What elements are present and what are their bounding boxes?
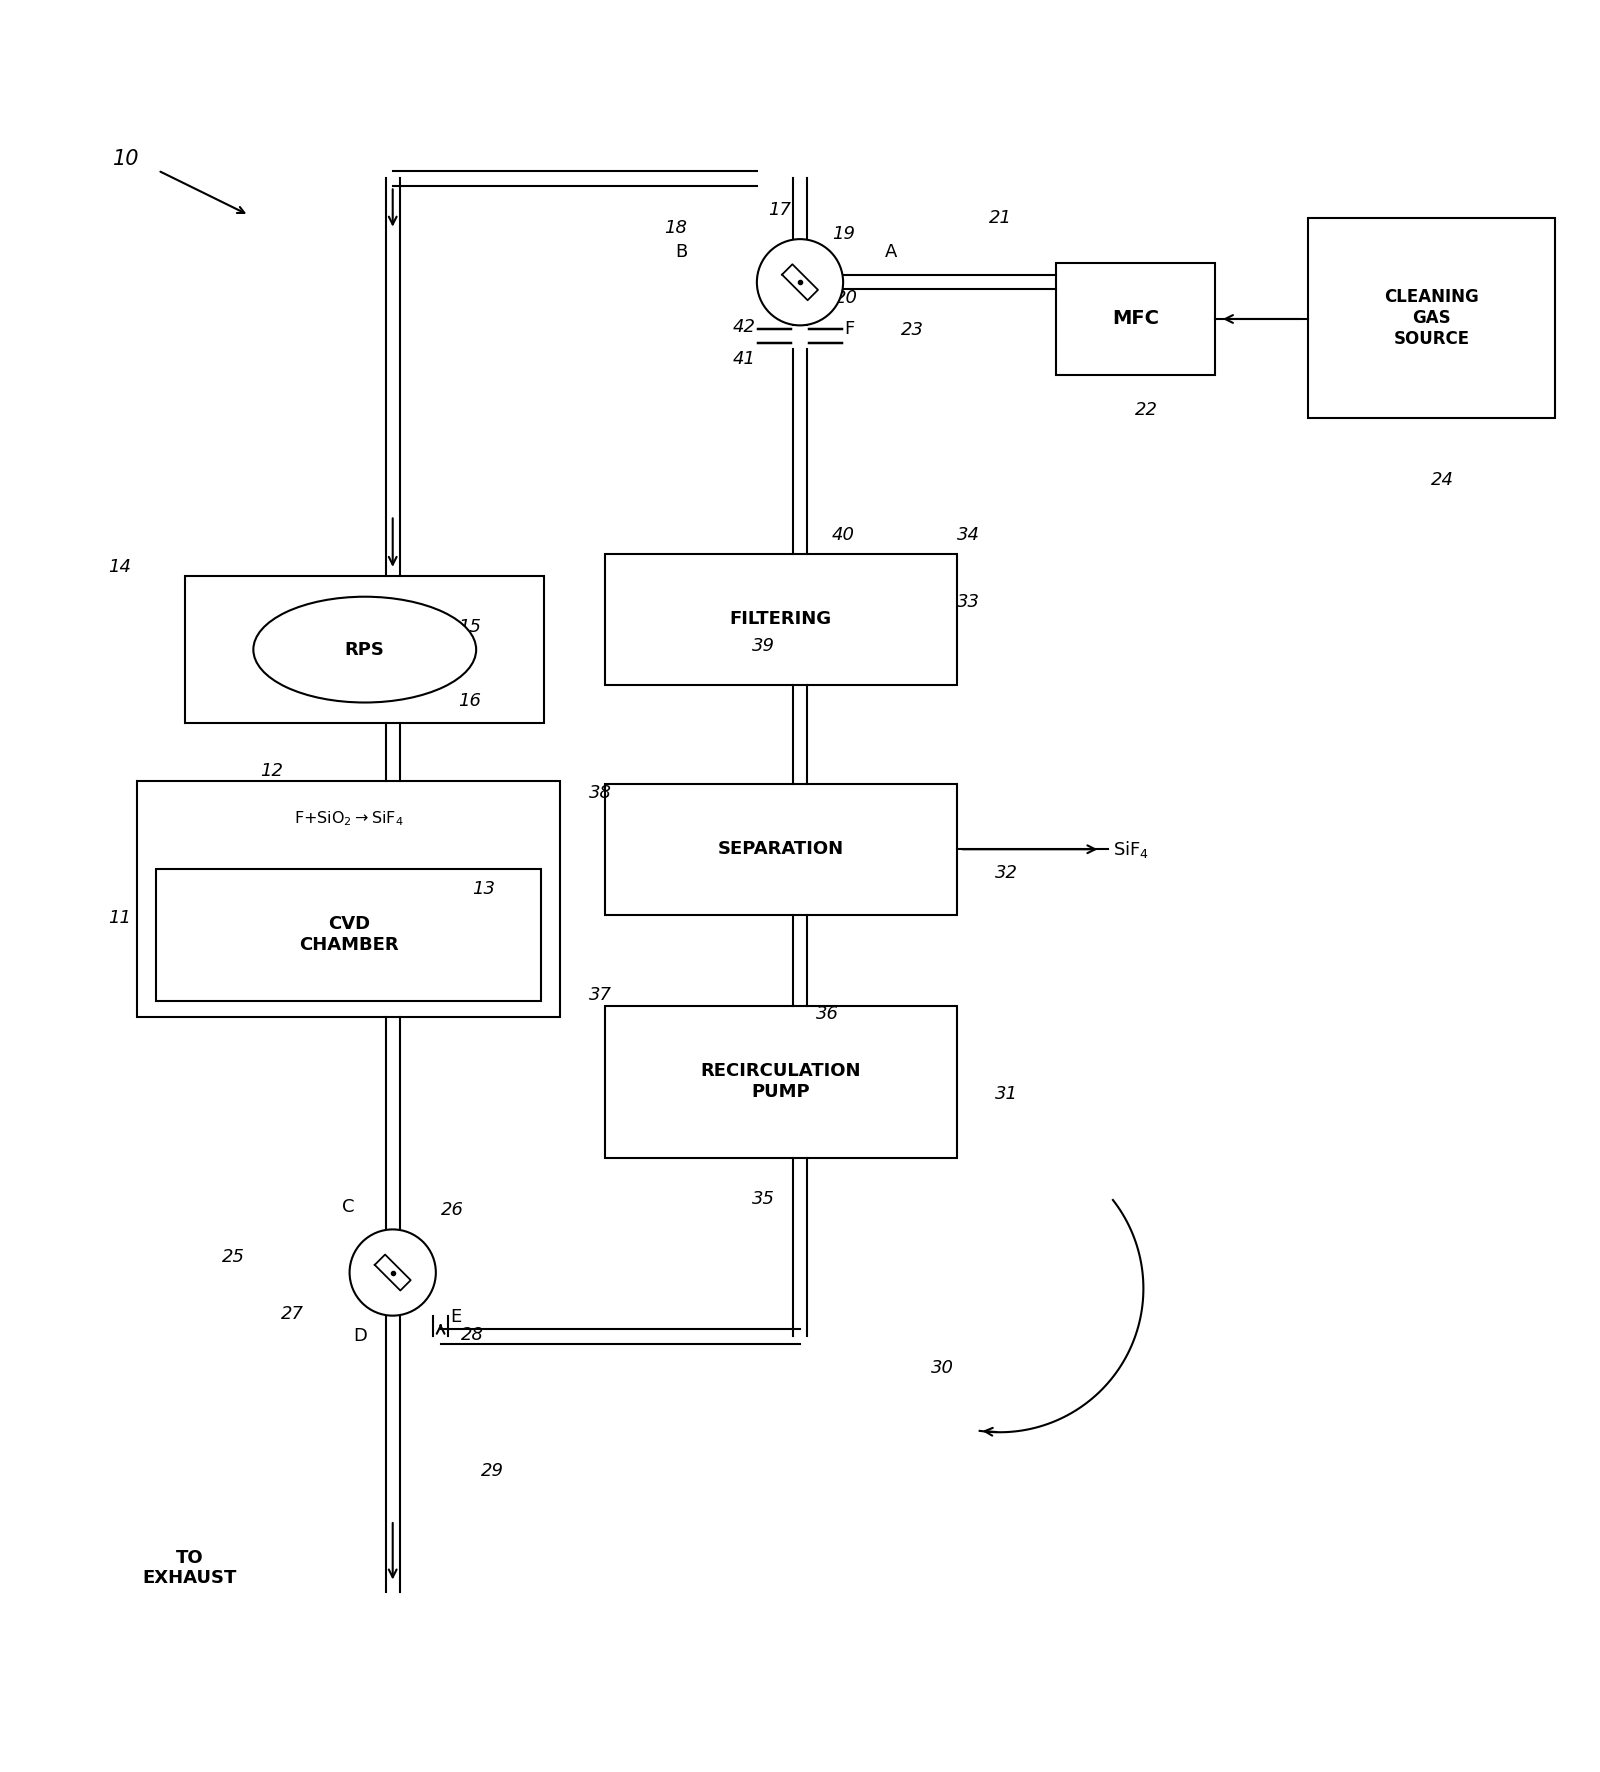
Text: 22: 22 [1136,400,1158,418]
Text: 14: 14 [109,558,131,576]
Text: 41: 41 [733,349,755,369]
Text: 39: 39 [752,638,774,656]
Text: 30: 30 [931,1359,954,1377]
Text: 31: 31 [995,1084,1018,1102]
Text: 38: 38 [589,785,613,803]
Text: 27: 27 [282,1304,304,1324]
Bar [157,868,541,1001]
Text: MFC: MFC [1112,310,1158,328]
Text: C: C [341,1198,354,1216]
Text: 37: 37 [589,985,613,1003]
Text: 35: 35 [752,1191,774,1209]
Text: SiF$_4$: SiF$_4$ [1114,838,1149,859]
Text: 10: 10 [114,149,139,170]
Text: 26: 26 [440,1201,464,1219]
Bar [1056,262,1216,376]
Text: 19: 19 [832,225,854,243]
Text: FILTERING: FILTERING [730,610,832,629]
Text: RECIRCULATION
PUMP: RECIRCULATION PUMP [701,1061,861,1100]
Text: CVD
CHAMBER: CVD CHAMBER [299,916,398,953]
Text: 36: 36 [816,1005,838,1022]
Text: 15: 15 [458,618,482,636]
Circle shape [349,1230,435,1315]
Text: 34: 34 [957,526,979,544]
Text: 32: 32 [995,865,1018,882]
Text: SEPARATION: SEPARATION [718,840,843,858]
Text: 12: 12 [261,762,283,780]
Bar [605,1006,957,1157]
Text: 13: 13 [472,881,496,898]
Bar [186,576,544,723]
Text: D: D [352,1327,366,1345]
Text: TO
EXHAUST: TO EXHAUST [142,1549,237,1588]
Bar [1307,218,1555,418]
Text: 23: 23 [901,321,923,338]
Text: 24: 24 [1430,471,1454,489]
Text: 40: 40 [832,526,854,544]
Text: 42: 42 [733,317,755,337]
Text: 33: 33 [957,592,979,611]
Bar [138,781,560,1017]
Text: F: F [845,319,854,338]
Text: 16: 16 [458,691,482,711]
Text: F+SiO$_2$$\rightarrow$SiF$_4$: F+SiO$_2$$\rightarrow$SiF$_4$ [294,810,403,828]
Text: 20: 20 [835,289,858,307]
Text: 29: 29 [480,1462,504,1480]
Text: A: A [885,243,898,260]
Text: CLEANING
GAS
SOURCE: CLEANING GAS SOURCE [1384,289,1478,347]
Text: B: B [675,243,688,260]
Bar [605,783,957,914]
Text: 18: 18 [664,220,688,237]
Text: 17: 17 [768,202,790,220]
Bar [605,555,957,684]
Text: 11: 11 [109,909,131,927]
Ellipse shape [253,597,477,702]
Text: 28: 28 [461,1325,485,1343]
Text: 25: 25 [222,1247,245,1265]
Circle shape [757,239,843,326]
Text: RPS: RPS [346,641,384,659]
Text: 21: 21 [989,209,1011,227]
Text: E: E [450,1308,461,1325]
